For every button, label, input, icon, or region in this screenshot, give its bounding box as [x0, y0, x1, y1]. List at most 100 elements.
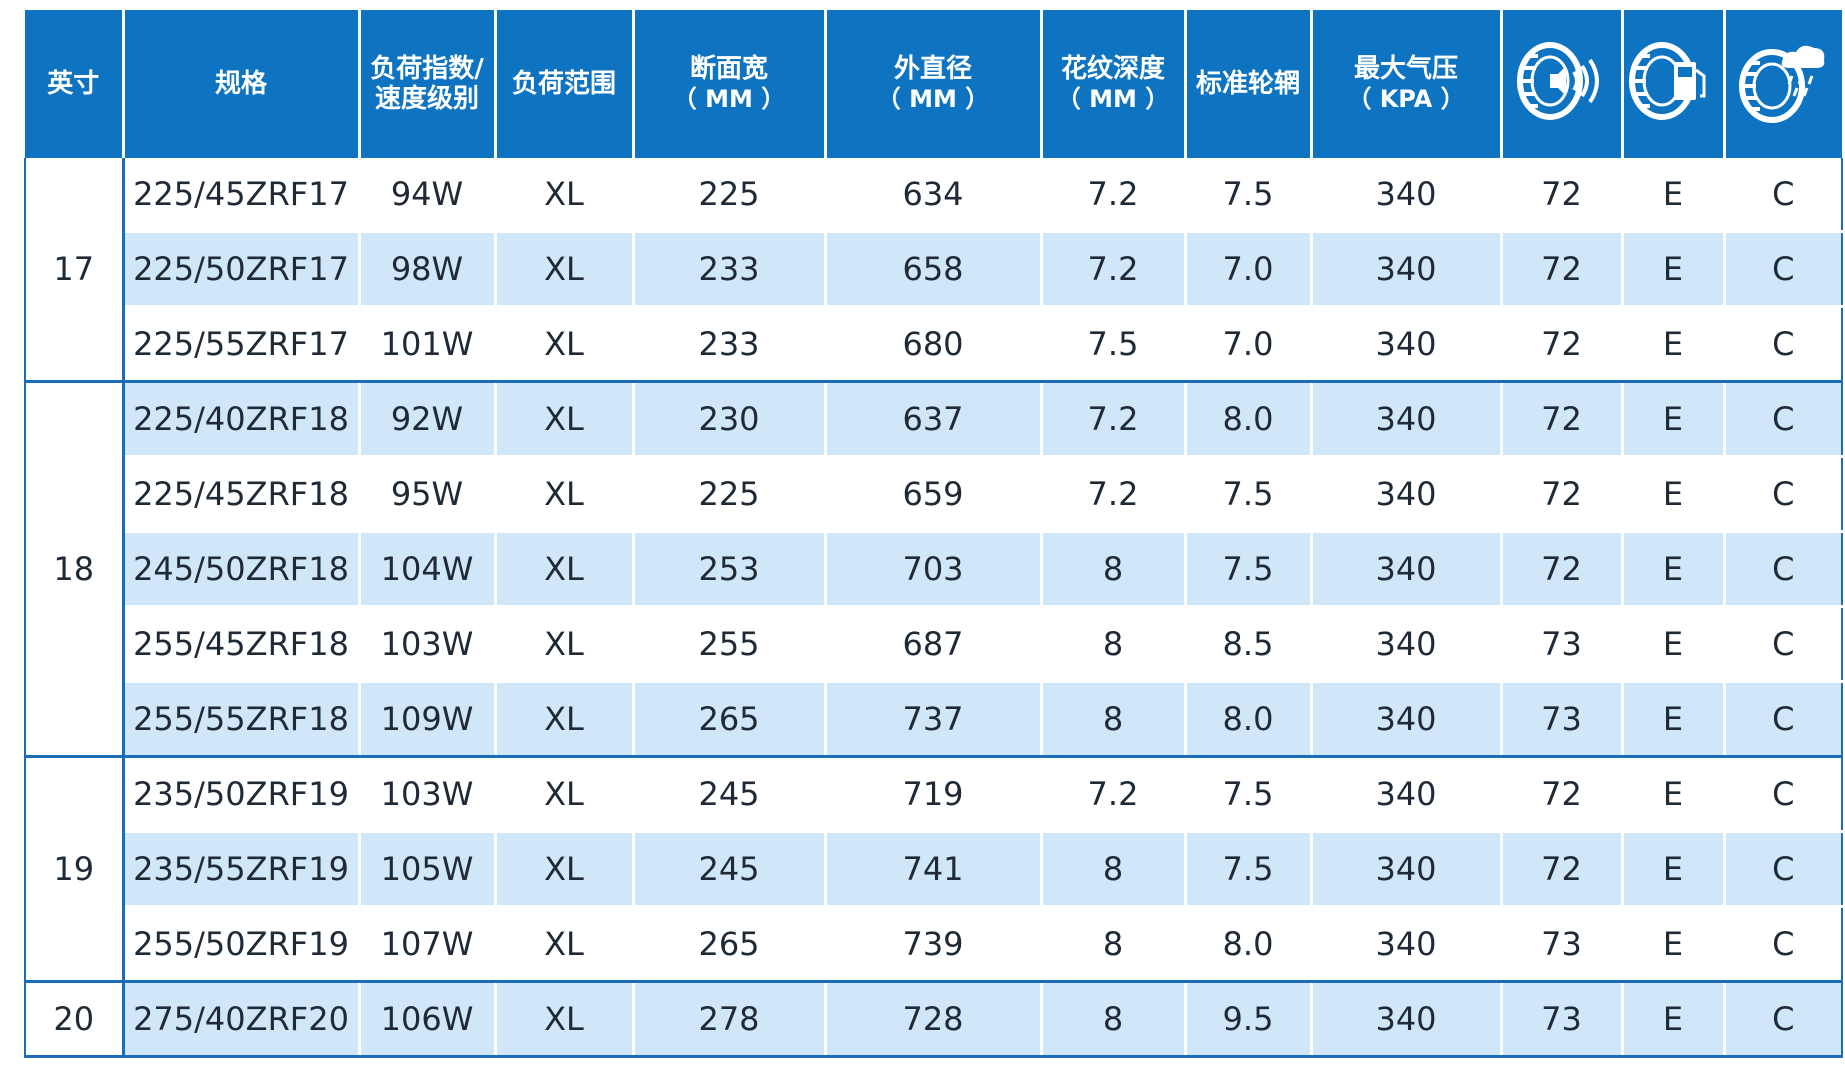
cell-max-pressure: 340	[1309, 158, 1503, 233]
cell-outer-diameter: 719	[823, 756, 1043, 833]
cell-load-speed: 106W	[357, 981, 497, 1058]
cell-noise-db: 72	[1499, 231, 1624, 308]
cell-tread-depth: 8	[1039, 531, 1187, 608]
cell-standard-rim: 8.5	[1183, 606, 1313, 683]
cell-max-pressure: 340	[1309, 381, 1503, 458]
cell-load-speed: 101W	[357, 306, 497, 383]
table-row: 255/55ZRF18 109W XL 265 737 8 8.0 340 73 E C	[25, 681, 1843, 758]
cell-section-width: 253	[631, 531, 827, 608]
cell-max-pressure: 340	[1309, 531, 1503, 608]
header-tread-depth: 花纹深度 （ MM ）	[1039, 10, 1187, 158]
cell-max-pressure: 340	[1309, 456, 1503, 533]
cell-standard-rim: 7.5	[1183, 456, 1313, 533]
cell-max-pressure: 340	[1309, 756, 1503, 833]
cell-load-range: XL	[493, 756, 635, 833]
cell-wet-grip-class: C	[1722, 756, 1843, 833]
cell-load-range: XL	[493, 158, 635, 233]
header-outer-diameter: 外直径 （ MM ）	[823, 10, 1043, 158]
cell-spec: 255/50ZRF19	[121, 906, 361, 983]
cell-section-width: 233	[631, 231, 827, 308]
cell-load-speed: 95W	[357, 456, 497, 533]
cell-outer-diameter: 658	[823, 231, 1043, 308]
cell-wet-grip-class: C	[1722, 231, 1843, 308]
cell-fuel-class: E	[1620, 306, 1726, 383]
cell-tread-depth: 8	[1039, 906, 1187, 983]
cell-standard-rim: 7.0	[1183, 306, 1313, 383]
cell-tread-depth: 8	[1039, 981, 1187, 1058]
cell-tread-depth: 7.5	[1039, 306, 1187, 383]
cell-spec: 225/45ZRF18	[121, 456, 361, 533]
cell-spec: 235/55ZRF19	[121, 831, 361, 908]
cell-wet-grip-class: C	[1722, 531, 1843, 608]
cell-load-speed: 107W	[357, 906, 497, 983]
cell-max-pressure: 340	[1309, 231, 1503, 308]
cell-max-pressure: 340	[1309, 681, 1503, 758]
cell-noise-db: 72	[1499, 381, 1624, 458]
table-row: 20 275/40ZRF20 106W XL 278 728 8 9.5 340 73 E C	[24, 981, 1843, 1058]
cell-fuel-class: E	[1620, 756, 1726, 833]
cell-max-pressure: 340	[1309, 831, 1503, 908]
table-row: 255/45ZRF18 103W XL 255 687 8 8.5 340 73 E C	[25, 606, 1843, 683]
tire-noise-icon	[1516, 41, 1599, 120]
cell-section-width: 265	[631, 681, 827, 758]
cell-wet-grip-class: C	[1722, 456, 1843, 533]
cell-section-width: 230	[631, 381, 827, 458]
cell-spec: 225/40ZRF18	[121, 381, 361, 458]
cell-load-range: XL	[493, 906, 635, 983]
cell-section-width: 278	[631, 981, 827, 1058]
cell-fuel-class: E	[1620, 906, 1726, 983]
cell-wet-grip-class: C	[1722, 681, 1843, 758]
cell-inch: 19	[24, 756, 125, 983]
cell-fuel-class: E	[1620, 831, 1726, 908]
cell-section-width: 233	[631, 306, 827, 383]
cell-max-pressure: 340	[1309, 606, 1503, 683]
cell-load-range: XL	[493, 981, 635, 1058]
cell-load-speed: 104W	[357, 531, 497, 608]
cell-inch: 20	[24, 981, 125, 1058]
cell-inch: 18	[24, 381, 125, 758]
cell-noise-db: 72	[1499, 306, 1624, 383]
cell-load-range: XL	[493, 306, 635, 383]
cell-standard-rim: 7.5	[1183, 531, 1313, 608]
cell-section-width: 265	[631, 906, 827, 983]
cell-fuel-class: E	[1620, 158, 1726, 233]
table-row: 17 225/45ZRF17 94W XL 225 634 7.2 7.5 340 72 E C	[24, 158, 1843, 383]
cell-outer-diameter: 741	[823, 831, 1043, 908]
cell-fuel-class: E	[1620, 606, 1726, 683]
cell-outer-diameter: 687	[823, 606, 1043, 683]
cell-spec: 275/40ZRF20	[121, 981, 361, 1058]
cell-section-width: 245	[631, 831, 827, 908]
cell-fuel-class: E	[1620, 531, 1726, 608]
cell-spec: 255/45ZRF18	[121, 606, 361, 683]
header-max-pressure: 最大气压 （ KPA ）	[1309, 10, 1503, 158]
cell-fuel-class: E	[1620, 231, 1726, 308]
cell-wet-grip-class: C	[1722, 831, 1843, 908]
table-row: 245/50ZRF18 104W XL 253 703 8 7.5 340 72 E C	[25, 531, 1843, 608]
cell-standard-rim: 7.0	[1183, 231, 1313, 308]
cell-tread-depth: 7.2	[1039, 456, 1187, 533]
table-row: 255/50ZRF19 107W XL 265 739 8 8.0 340 73 E C	[25, 906, 1843, 983]
cell-noise-db: 72	[1499, 756, 1624, 833]
table-row: 19 235/50ZRF19 103W XL 245 719 7.2 7.5 340 72 E C	[24, 756, 1843, 983]
cell-outer-diameter: 659	[823, 456, 1043, 533]
cell-wet-grip-class: C	[1722, 306, 1843, 383]
cell-spec: 245/50ZRF18	[121, 531, 361, 608]
tire-spec-table: 英寸 规格 负荷指数/ 速度级别 负荷范围 断面宽 （ MM ） 外直径 （ M…	[24, 10, 1843, 1058]
cell-standard-rim: 7.5	[1183, 831, 1313, 908]
cell-noise-db: 72	[1499, 158, 1624, 233]
cell-fuel-class: E	[1620, 456, 1726, 533]
cell-outer-diameter: 634	[823, 158, 1043, 233]
header-row: 英寸 规格 负荷指数/ 速度级别 负荷范围 断面宽 （ MM ） 外直径 （ M…	[25, 10, 1842, 158]
header-noise	[1499, 10, 1624, 158]
cell-standard-rim: 8.0	[1183, 906, 1313, 983]
table-row: 225/50ZRF17 98W XL 233 658 7.2 7.0 340 72 E C	[25, 231, 1843, 308]
cell-tread-depth: 8	[1039, 681, 1187, 758]
cell-wet-grip-class: C	[1722, 981, 1843, 1058]
cell-standard-rim: 8.0	[1183, 681, 1313, 758]
cell-standard-rim: 8.0	[1183, 381, 1313, 458]
table-row: 18 225/40ZRF18 92W XL 230 637 7.2 8.0 340 72 E C	[24, 381, 1843, 758]
tire-wet-grip-icon	[1738, 45, 1825, 123]
cell-load-range: XL	[493, 831, 635, 908]
cell-tread-depth: 8	[1039, 831, 1187, 908]
cell-max-pressure: 340	[1309, 306, 1503, 383]
